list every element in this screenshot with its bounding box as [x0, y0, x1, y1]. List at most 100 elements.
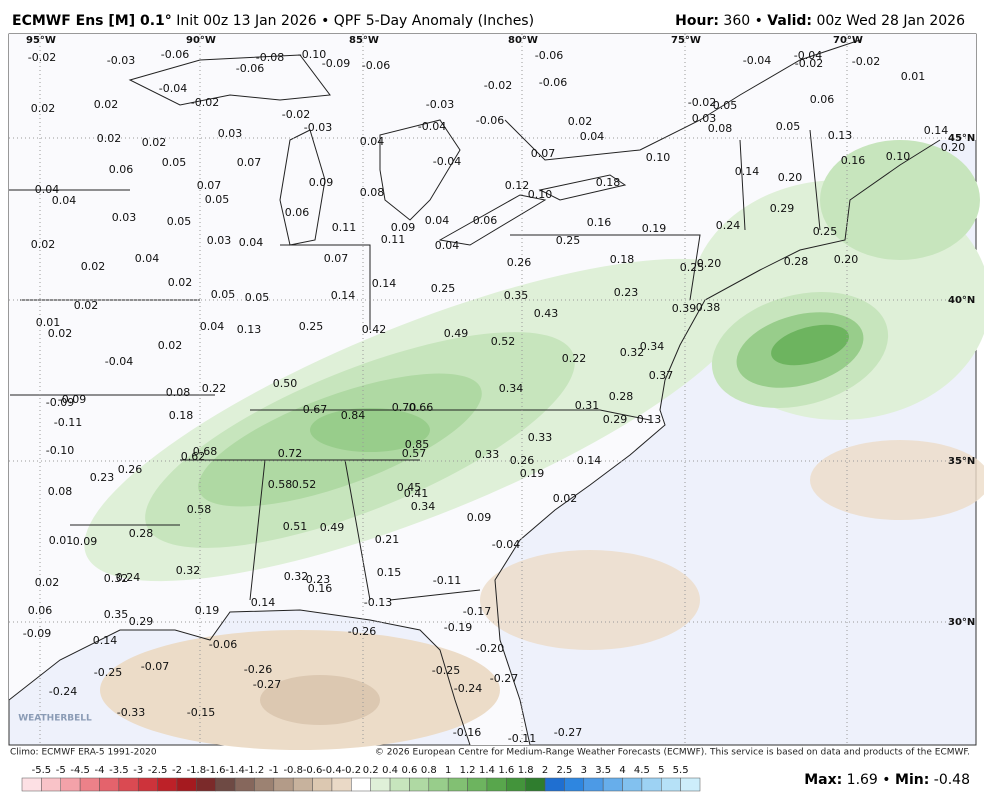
lat-label: 45°N [948, 133, 975, 144]
station-value: 0.51 [283, 520, 308, 533]
station-value: 0.43 [534, 307, 559, 320]
station-value: -0.24 [454, 682, 482, 695]
colorbar-swatch [118, 777, 139, 792]
station-value: 0.49 [444, 327, 469, 340]
colorbar-swatch [331, 777, 352, 792]
colorbar-label: 1.6 [498, 765, 514, 776]
watermark: WEATHERBELL [18, 714, 92, 724]
min-value: -0.48 [934, 772, 970, 788]
station-value: 0.25 [813, 225, 838, 238]
station-value: 0.04 [239, 236, 264, 249]
station-value: 0.02 [35, 576, 60, 589]
station-value: 0.22 [562, 352, 587, 365]
station-value: 0.07 [197, 179, 222, 192]
colorbar-label: 1.4 [479, 765, 495, 776]
station-value: 0.31 [575, 399, 600, 412]
station-value: -0.09 [322, 57, 350, 70]
station-value: 0.05 [167, 215, 192, 228]
station-value: 0.70 [392, 401, 417, 414]
station-value: -0.09 [46, 396, 74, 409]
colorbar-swatch [273, 777, 294, 792]
station-value: 0.02 [31, 238, 56, 251]
station-value: 0.06 [473, 214, 498, 227]
station-value: -0.27 [253, 678, 281, 691]
station-value: 0.23 [306, 573, 331, 586]
model-subtitle: Init 00z 13 Jan 2026 • QPF 5-Day Anomaly… [176, 13, 534, 29]
station-value: 0.52 [491, 335, 516, 348]
colorbar-label: -3 [133, 765, 143, 776]
colorbar-swatch [564, 777, 585, 792]
station-value: 0.72 [278, 447, 303, 460]
colorbar-swatch [137, 777, 158, 792]
colorbar-label: 5 [658, 765, 664, 776]
station-value: 0.01 [36, 316, 61, 329]
station-value: -0.03 [304, 121, 332, 134]
station-value: 0.32 [176, 564, 201, 577]
station-value: -0.04 [418, 120, 446, 133]
station-value: 0.04 [135, 252, 160, 265]
station-value: -0.19 [444, 621, 472, 634]
station-value: -0.11 [54, 416, 82, 429]
station-value: 0.06 [109, 163, 134, 176]
station-value: 0.20 [834, 253, 859, 266]
station-value: -0.04 [433, 155, 461, 168]
station-value: -0.17 [463, 605, 491, 618]
climo-note: Climo: ECMWF ERA-5 1991-2020 [10, 748, 157, 758]
station-value: -0.04 [492, 538, 520, 551]
colorbar-label: 0.8 [421, 765, 437, 776]
colorbar-swatch [467, 777, 488, 792]
hour-label: Hour: [675, 13, 719, 29]
station-value: 0.11 [381, 233, 406, 246]
station-value: 0.84 [341, 409, 366, 422]
colorbar-label: 0.2 [363, 765, 379, 776]
station-value: 0.04 [580, 130, 605, 143]
colorbar-swatch [370, 777, 391, 792]
colorbar-swatch [312, 777, 333, 792]
station-value: 0.26 [507, 256, 532, 269]
colorbar-label: -2.5 [148, 765, 168, 776]
station-value: -0.08 [256, 51, 284, 64]
station-value: 0.38 [696, 301, 721, 314]
station-value: 0.07 [531, 147, 556, 160]
station-value: 0.06 [28, 604, 53, 617]
colorbar-label: -1.6 [206, 765, 226, 776]
station-value: 0.52 [292, 478, 317, 491]
colorbar-swatch [196, 777, 216, 792]
station-value: -0.04 [794, 49, 822, 62]
station-value: 0.14 [331, 289, 356, 302]
station-value: 0.22 [202, 382, 227, 395]
station-value: 0.45 [397, 481, 422, 494]
station-value: 0.02 [553, 492, 578, 505]
header-right: Hour: 360 • Valid: 00z Wed 28 Jan 2026 [675, 13, 965, 29]
station-value: 0.32 [104, 572, 129, 585]
colorbar-swatch [661, 777, 681, 792]
station-value: 0.33 [528, 431, 553, 444]
copyright: © 2026 European Centre for Medium-Range … [375, 748, 970, 758]
station-value: 0.37 [649, 369, 674, 382]
colorbar-label: 1 [445, 765, 451, 776]
min-label: Min: [895, 772, 929, 788]
station-value: 0.34 [499, 382, 524, 395]
colorbar-label: 1.2 [460, 765, 476, 776]
colorbar-swatch [506, 777, 526, 792]
colorbar-swatch [447, 777, 468, 792]
colorbar-swatch [486, 777, 507, 792]
station-value: 0.13 [637, 413, 662, 426]
valid-value: 00z Wed 28 Jan 2026 [816, 13, 965, 29]
station-value: 0.04 [425, 214, 450, 227]
station-value: 0.29 [770, 202, 795, 215]
station-value: -0.33 [117, 706, 145, 719]
station-value: -0.02 [28, 51, 56, 64]
station-value: 0.05 [205, 193, 230, 206]
station-value: 0.20 [697, 257, 722, 270]
colorbar-swatch [680, 777, 701, 792]
station-value: 0.85 [405, 438, 430, 451]
station-value: 0.42 [362, 323, 387, 336]
station-value: -0.06 [236, 62, 264, 75]
colorbar-label: 4 [619, 765, 625, 776]
station-value: 0.18 [610, 253, 635, 266]
station-value: -0.06 [476, 114, 504, 127]
station-value: 0.34 [640, 340, 665, 353]
station-value: 0.08 [360, 186, 385, 199]
